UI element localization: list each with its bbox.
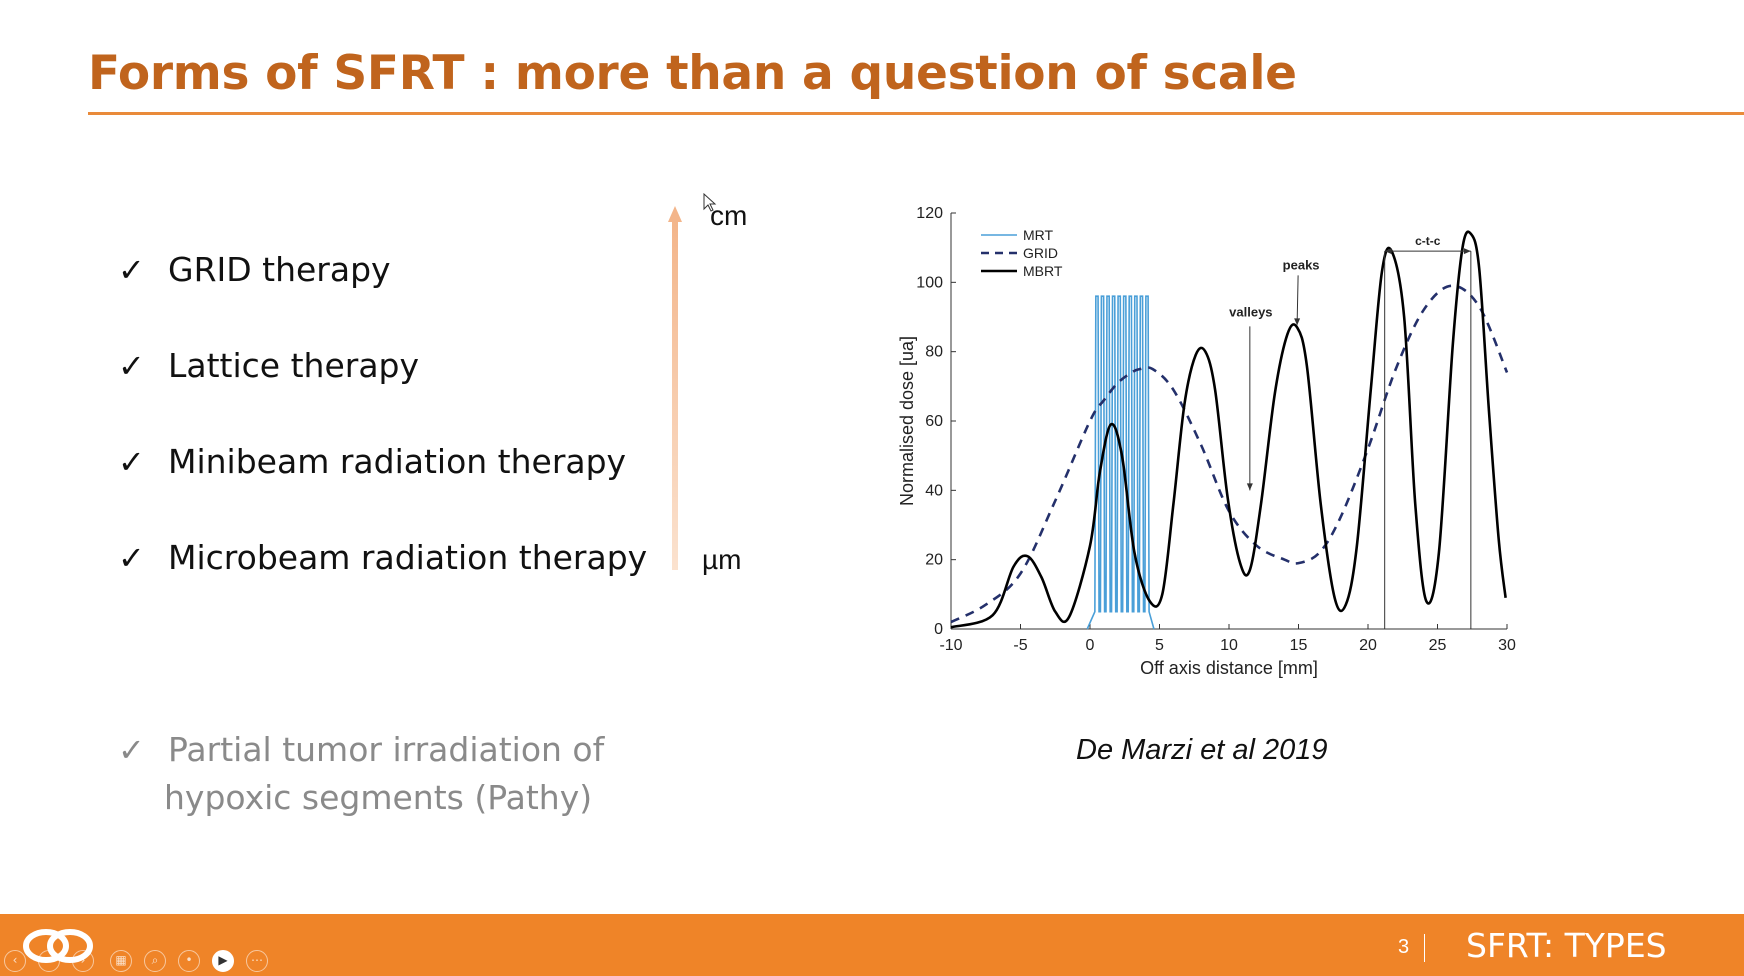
slides-icon[interactable]: ▦ xyxy=(110,950,132,972)
check-icon: ✓ xyxy=(118,443,145,481)
scale-arrow-icon xyxy=(668,206,682,570)
mrt-series-line xyxy=(1086,295,1155,630)
more-icon[interactable]: ⋯ xyxy=(246,950,268,972)
mouse-cursor-icon xyxy=(703,193,717,212)
slide-title: Forms of SFRT : more than a question of … xyxy=(88,46,1297,101)
x-tick-label: 0 xyxy=(1086,637,1095,654)
bullet-item: ✓ GRID therapy xyxy=(118,250,391,289)
zoom-icon[interactable]: ⌕ xyxy=(144,950,166,972)
mbrt-series-line xyxy=(950,230,1507,629)
y-tick-label: 0 xyxy=(934,621,943,638)
x-tick-label: -5 xyxy=(1013,637,1027,654)
bullet-text: Minibeam radiation therapy xyxy=(168,442,627,481)
annotation-valleys: valleys xyxy=(1229,304,1272,319)
y-tick-label: 60 xyxy=(925,413,943,430)
y-tick-label: 80 xyxy=(925,344,943,361)
bullet-text: GRID therapy xyxy=(168,250,391,289)
annotation-peaks: peaks xyxy=(1283,257,1320,272)
annotation-valleys-arrowhead xyxy=(1246,483,1253,491)
y-tick-label: 20 xyxy=(925,552,943,569)
legend-label-mbrt: MBRT xyxy=(1023,263,1063,279)
pointer-icon[interactable]: • xyxy=(178,950,200,972)
check-icon: ✓ xyxy=(118,251,145,289)
title-underline xyxy=(88,112,1744,115)
forward-icon[interactable]: › xyxy=(38,950,60,972)
next-icon[interactable]: › xyxy=(72,950,94,972)
grid-series-line xyxy=(950,284,1509,624)
annotation-peaks-arrowhead xyxy=(1294,318,1301,326)
scale-top-label: cm xyxy=(710,200,748,231)
annotation-peaks-arrow xyxy=(1296,275,1299,325)
y-tick-label: 40 xyxy=(925,482,943,499)
y-axis-label: Normalised dose [ua] xyxy=(897,336,917,506)
legend-label-mrt: MRT xyxy=(1023,227,1054,243)
dose-profile-chart: 0 20 40 60 80 100 120 -10 -5 0 5 10 15 20 25 30 Off axis… xyxy=(897,205,1516,678)
x-tick-label: 5 xyxy=(1155,637,1164,654)
legend-label-grid: GRID xyxy=(1023,245,1058,261)
footer-bar: ‹ › › ▦ ⌕ • ▶ ⋯ 3 SFRT: TYPES xyxy=(0,914,1744,976)
check-icon: ✓ xyxy=(118,539,145,577)
page-number: 3 xyxy=(1398,936,1410,958)
x-tick-label: 30 xyxy=(1498,637,1516,654)
check-icon: ✓ xyxy=(118,731,145,769)
x-axis-label: Off axis distance [mm] xyxy=(1140,658,1318,678)
citation: De Marzi et al 2019 xyxy=(1076,734,1328,766)
video-icon[interactable]: ▶ xyxy=(212,950,234,972)
bullet-text: Microbeam radiation therapy xyxy=(168,538,648,577)
ctc-left-arrowhead xyxy=(1384,248,1392,255)
bullet-item-dimmed: ✓ Partial tumor irradiation of xyxy=(118,730,604,769)
x-tick-label: 10 xyxy=(1220,637,1238,654)
section-title: SFRT: TYPES xyxy=(1466,926,1667,965)
x-tick-label: 25 xyxy=(1429,637,1447,654)
bullet-text: Partial tumor irradiation of xyxy=(168,730,605,769)
bullet-item: ✓ Lattice therapy xyxy=(118,346,419,385)
bullet-item: ✓ Microbeam radiation therapy xyxy=(118,538,647,577)
bullet-text-continuation: hypoxic segments (Pathy) xyxy=(164,778,593,817)
x-tick-label: 15 xyxy=(1290,637,1308,654)
x-tick-label: 20 xyxy=(1359,637,1377,654)
back-icon[interactable]: ‹ xyxy=(4,950,26,972)
x-tick-label: -10 xyxy=(939,637,962,654)
check-icon: ✓ xyxy=(118,347,145,385)
y-tick-label: 100 xyxy=(916,274,943,291)
footer-divider xyxy=(1424,934,1425,962)
bullet-item: ✓ Minibeam radiation therapy xyxy=(118,442,626,481)
bullet-text: Lattice therapy xyxy=(168,346,420,385)
annotation-ctc: c-t-c xyxy=(1415,234,1441,248)
scale-bottom-label: µm xyxy=(702,544,742,575)
ctc-right-arrowhead xyxy=(1463,248,1471,255)
y-tick-label: 120 xyxy=(916,205,943,222)
